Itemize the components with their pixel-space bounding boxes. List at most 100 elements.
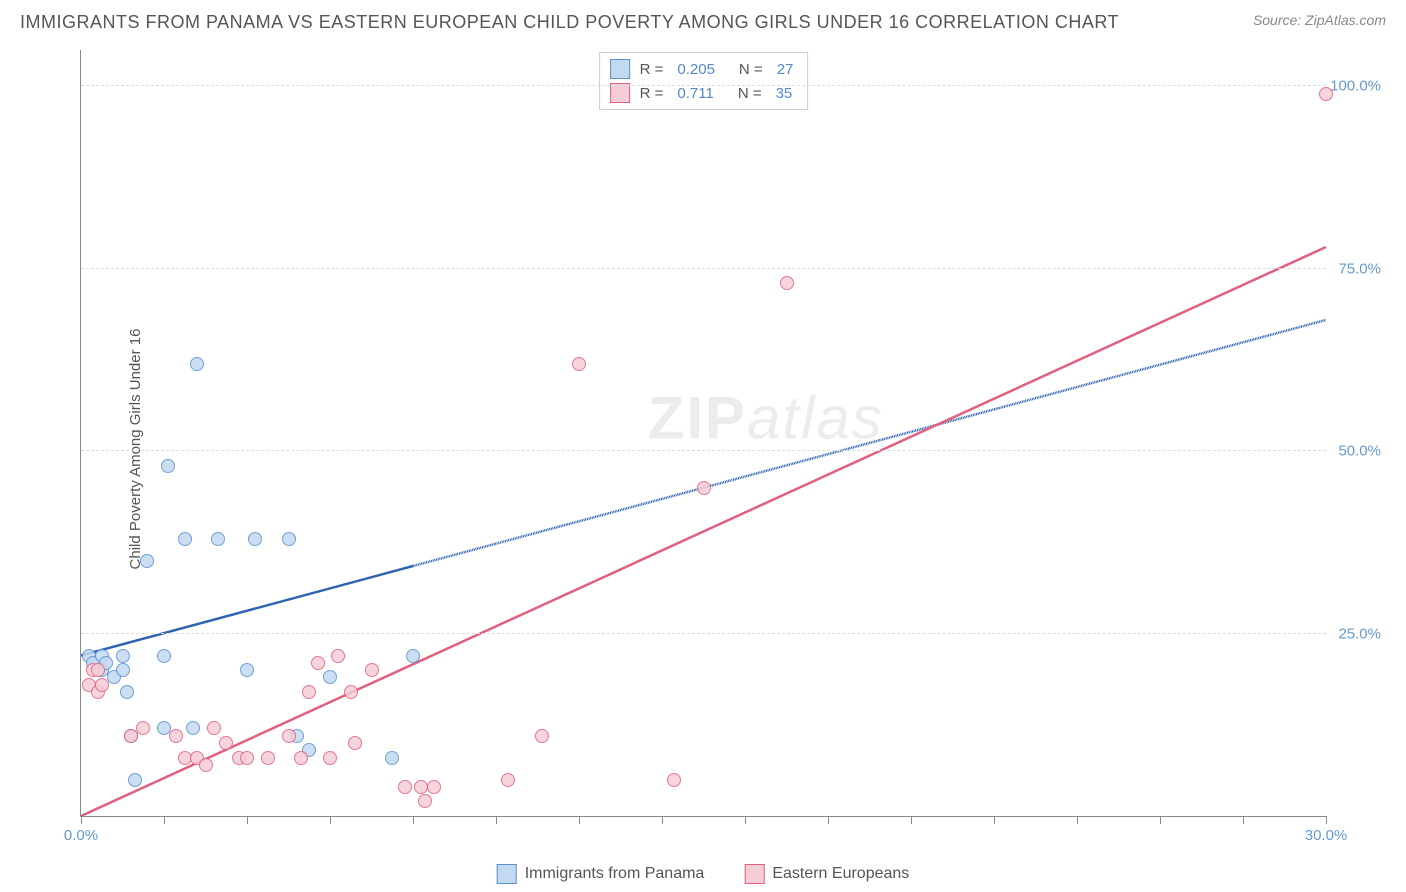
point-eastern — [331, 649, 345, 663]
stat-legend-box: R = 0.205 N = 27 R = 0.711 N = 35 — [599, 52, 809, 110]
r-label: R = — [640, 85, 664, 102]
point-eastern — [199, 758, 213, 772]
gridline-h — [81, 85, 1326, 86]
point-eastern — [261, 751, 275, 765]
regression-line-panama — [81, 566, 413, 655]
point-eastern — [427, 780, 441, 794]
bottom-legend-item-panama: Immigrants from Panama — [497, 864, 705, 884]
point-panama — [186, 721, 200, 735]
point-eastern — [302, 685, 316, 699]
gridline-h — [81, 450, 1326, 451]
point-eastern — [323, 751, 337, 765]
x-tick — [81, 816, 82, 824]
x-tick — [994, 816, 995, 824]
point-panama — [240, 663, 254, 677]
point-panama — [157, 649, 171, 663]
x-tick — [164, 816, 165, 824]
bottom-legend: Immigrants from Panama Eastern Europeans — [497, 864, 910, 884]
x-tick — [662, 816, 663, 824]
point-eastern — [418, 794, 432, 808]
y-tick-label: 75.0% — [1338, 260, 1381, 277]
legend-swatch-eastern — [744, 864, 764, 884]
x-tick — [1326, 816, 1327, 824]
gridline-h — [81, 633, 1326, 634]
source-label: Source: ZipAtlas.com — [1253, 12, 1386, 28]
watermark-italic: atlas — [747, 384, 884, 451]
x-tick — [1160, 816, 1161, 824]
watermark: ZIPatlas — [648, 383, 884, 452]
point-panama — [190, 357, 204, 371]
point-eastern — [136, 721, 150, 735]
x-tick-label: 30.0% — [1305, 827, 1348, 844]
point-eastern — [697, 481, 711, 495]
point-panama — [116, 649, 130, 663]
point-eastern — [91, 663, 105, 677]
point-eastern — [95, 678, 109, 692]
point-panama — [116, 663, 130, 677]
bottom-legend-item-eastern: Eastern Europeans — [744, 864, 909, 884]
point-panama — [120, 685, 134, 699]
x-tick — [911, 816, 912, 824]
y-tick-label: 25.0% — [1338, 625, 1381, 642]
x-tick — [1077, 816, 1078, 824]
y-tick-label: 100.0% — [1330, 78, 1381, 95]
x-tick — [330, 816, 331, 824]
point-panama — [128, 773, 142, 787]
r-value-panama: 0.205 — [673, 61, 719, 78]
y-tick-label: 50.0% — [1338, 443, 1381, 460]
x-tick — [247, 816, 248, 824]
point-eastern — [282, 729, 296, 743]
point-eastern — [311, 656, 325, 670]
point-eastern — [1319, 87, 1333, 101]
chart-title: IMMIGRANTS FROM PANAMA VS EASTERN EUROPE… — [20, 12, 1119, 33]
point-eastern — [294, 751, 308, 765]
point-eastern — [169, 729, 183, 743]
x-tick — [1243, 816, 1244, 824]
point-eastern — [344, 685, 358, 699]
gridline-h — [81, 268, 1326, 269]
point-eastern — [219, 736, 233, 750]
x-tick-label: 0.0% — [64, 827, 98, 844]
chart-container: Child Poverty Among Girls Under 16 ZIPat… — [50, 50, 1386, 847]
n-value-eastern: 35 — [772, 85, 797, 102]
point-eastern — [535, 729, 549, 743]
point-panama — [323, 670, 337, 684]
point-eastern — [240, 751, 254, 765]
point-eastern — [207, 721, 221, 735]
point-eastern — [572, 357, 586, 371]
regression-line-eastern — [81, 247, 1326, 816]
legend-label-eastern: Eastern Europeans — [772, 865, 909, 883]
point-eastern — [348, 736, 362, 750]
point-panama — [248, 532, 262, 546]
n-value-panama: 27 — [773, 61, 798, 78]
point-panama — [161, 459, 175, 473]
point-eastern — [501, 773, 515, 787]
point-panama — [406, 649, 420, 663]
point-eastern — [667, 773, 681, 787]
plot-area: ZIPatlas R =0.205N =27R =0.711N =35 25.0… — [80, 50, 1326, 817]
point-panama — [282, 532, 296, 546]
regression-line-panama — [413, 320, 1326, 566]
watermark-bold: ZIP — [648, 384, 747, 451]
x-tick — [496, 816, 497, 824]
n-label: N = — [738, 85, 762, 102]
regression-lines-svg — [81, 50, 1326, 816]
point-panama — [178, 532, 192, 546]
r-label: R = — [640, 61, 664, 78]
legend-swatch-panama — [497, 864, 517, 884]
point-eastern — [365, 663, 379, 677]
point-panama — [140, 554, 154, 568]
point-panama — [211, 532, 225, 546]
x-tick — [413, 816, 414, 824]
stat-legend-row-panama: R = 0.205 N = 27 — [610, 57, 798, 81]
point-eastern — [398, 780, 412, 794]
legend-swatch-panama — [610, 59, 630, 79]
x-tick — [745, 816, 746, 824]
n-label: N = — [739, 61, 763, 78]
point-eastern — [780, 276, 794, 290]
point-panama — [385, 751, 399, 765]
x-tick — [828, 816, 829, 824]
r-value-eastern: 0.711 — [673, 85, 717, 102]
x-tick — [579, 816, 580, 824]
legend-label-panama: Immigrants from Panama — [525, 865, 705, 883]
